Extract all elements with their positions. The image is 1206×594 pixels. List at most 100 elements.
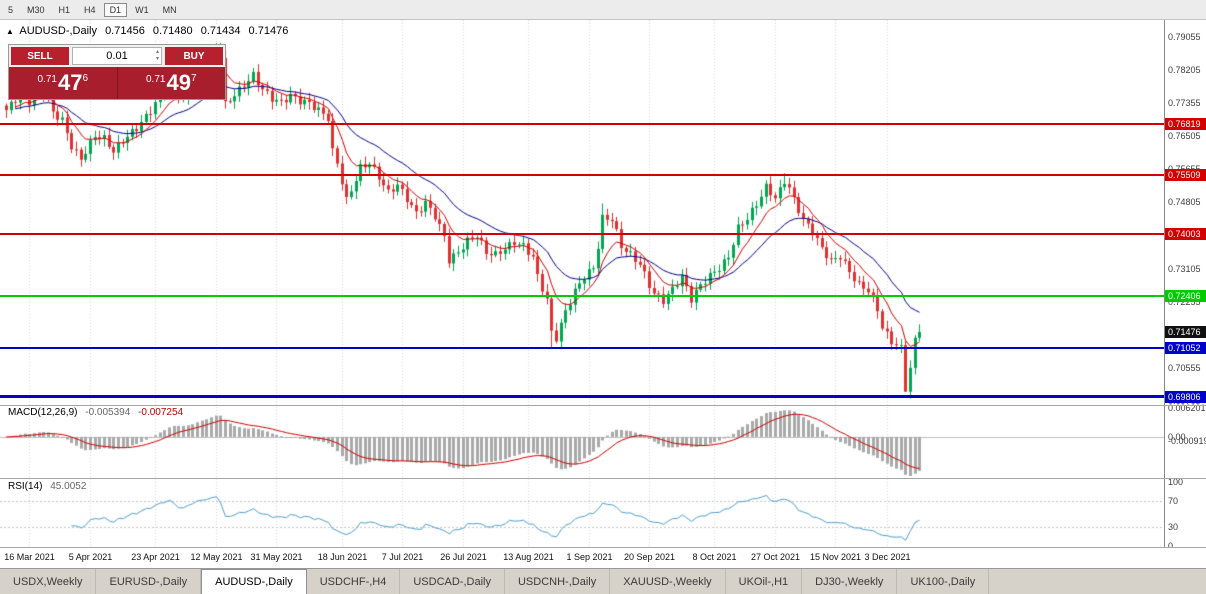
horizontal-line-0.71052[interactable] xyxy=(0,347,1164,349)
ohlc-low: 0.71434 xyxy=(200,25,241,37)
timeframe-toolbar: 5 M30 H1 H4 D1 W1 MN xyxy=(0,0,1206,20)
tab-xauusd-weekly[interactable]: XAUUSD-,Weekly xyxy=(610,569,726,594)
pane-separator xyxy=(0,547,1206,548)
horizontal-line-0.72406[interactable] xyxy=(0,295,1164,297)
hline-price-badge: 0.74003 xyxy=(1165,228,1206,240)
date-label: 5 Apr 2021 xyxy=(68,552,113,562)
trade-controls-row: SELL 0.01 ▴ ▾ BUY xyxy=(9,45,225,67)
tab-usdcnh-daily[interactable]: USDCNH-,Daily xyxy=(505,569,611,594)
sell-price-sup: 6 xyxy=(82,72,88,84)
volume-spinner: ▴ ▾ xyxy=(156,49,159,63)
volume-value: 0.01 xyxy=(106,50,128,62)
buy-price-big: 49 xyxy=(166,70,191,95)
hline-price-badge: 0.75509 xyxy=(1165,169,1206,181)
rsi-axis-label: 30 xyxy=(1168,522,1179,532)
timeframe-w1[interactable]: W1 xyxy=(135,4,149,15)
buy-button[interactable]: BUY xyxy=(165,47,223,65)
price-axis-label: 0.79055 xyxy=(1168,32,1201,42)
price-chart-canvas[interactable] xyxy=(0,20,1164,548)
rsi-axis-label: 70 xyxy=(1168,496,1179,506)
buy-price[interactable]: 0.71 49 7 xyxy=(118,67,226,99)
current-price-badge: 0.71476 xyxy=(1165,326,1206,338)
date-label: 7 Jul 2021 xyxy=(381,552,424,562)
sell-button[interactable]: SELL xyxy=(11,47,69,65)
pane-separator[interactable] xyxy=(0,405,1206,406)
date-label: 20 Sep 2021 xyxy=(623,552,676,562)
macd-axis-label: 0.00 xyxy=(1168,432,1186,442)
date-label: 15 Nov 2021 xyxy=(809,552,862,562)
tab-ukoil-h1[interactable]: UKOil-,H1 xyxy=(726,569,803,594)
timeframe-h1[interactable]: H1 xyxy=(58,4,71,15)
date-label: 27 Oct 2021 xyxy=(750,552,801,562)
date-label: 12 May 2021 xyxy=(190,552,243,562)
horizontal-line-0.69806[interactable] xyxy=(0,395,1164,398)
sell-price-big: 47 xyxy=(57,70,83,95)
sell-price[interactable]: 0.71 47 6 xyxy=(9,67,117,99)
volume-up-arrow-icon[interactable]: ▴ xyxy=(155,49,159,55)
macd-indicator-label: MACD(12,26,9) -0.005394 -0.007254 xyxy=(8,407,183,418)
pane-separator[interactable] xyxy=(0,478,1206,479)
rsi-indicator-label: RSI(14) 45.0052 xyxy=(8,481,86,492)
chart-header: ▲ AUDUSD-,Daily 0.71456 0.71480 0.71434 … xyxy=(6,25,293,37)
bid-ask-panel: 0.71 47 6 0.71 49 7 xyxy=(9,67,225,99)
hline-price-badge: 0.69806 xyxy=(1165,391,1206,403)
price-axis-label: 0.76505 xyxy=(1168,131,1201,141)
tab-audusd-daily[interactable]: AUDUSD-,Daily xyxy=(201,569,307,594)
date-label: 3 Dec 2021 xyxy=(864,552,911,562)
tab-usdx-weekly[interactable]: USDX,Weekly xyxy=(0,569,97,594)
price-axis-label: 0.70555 xyxy=(1168,363,1201,373)
ohlc-close: 0.71476 xyxy=(248,25,289,37)
macd-axis-label: 0.006201 xyxy=(1168,403,1206,413)
date-label: 13 Aug 2021 xyxy=(503,552,554,562)
buy-price-prefix: 0.71 xyxy=(145,73,166,85)
hline-price-badge: 0.76819 xyxy=(1165,118,1206,130)
chart-title: AUDUSD-,Daily xyxy=(19,25,97,37)
date-label: 18 Jun 2021 xyxy=(317,552,368,562)
date-axis: 16 Mar 2021 5 Apr 2021 23 Apr 2021 12 May 2… xyxy=(0,548,1206,568)
volume-input[interactable]: 0.01 ▴ ▾ xyxy=(72,47,162,65)
tab-usdcad-daily[interactable]: USDCAD-,Daily xyxy=(400,569,505,594)
price-axis-label: 0.72255 xyxy=(1168,297,1201,307)
tab-eurusd-daily[interactable]: EURUSD-,Daily xyxy=(96,569,202,594)
horizontal-lines-layer xyxy=(0,20,1164,548)
macd-main-value: -0.005394 xyxy=(85,407,131,418)
price-axis-label: 0.73105 xyxy=(1168,264,1201,274)
price-axis-label: 0.78205 xyxy=(1168,65,1201,75)
ohlc-high: 0.71480 xyxy=(152,25,193,37)
collapse-icon[interactable]: ▲ xyxy=(6,27,14,36)
date-label: 23 Apr 2021 xyxy=(131,552,180,562)
timeframe-5[interactable]: 5 xyxy=(8,4,14,15)
horizontal-line-0.75509[interactable] xyxy=(0,174,1164,176)
hline-price-badge: 0.71052 xyxy=(1165,342,1206,354)
rsi-axis-label: 0 xyxy=(1168,541,1174,551)
ohlc-open: 0.71456 xyxy=(105,25,145,37)
hline-price-badge: 0.72406 xyxy=(1165,290,1206,302)
timeframe-mn[interactable]: MN xyxy=(162,4,177,15)
timeframe-h4[interactable]: H4 xyxy=(84,4,96,15)
chart-tab-bar: USDX,Weekly EURUSD-,Daily AUDUSD-,Daily USD… xyxy=(0,568,1206,594)
tab-uk100-daily[interactable]: UK100-,Daily xyxy=(897,569,990,594)
rsi-name: RSI(14) xyxy=(8,481,43,492)
one-click-trading-widget: SELL 0.01 ▴ ▾ BUY 0.71 47 6 0.71 49 7 xyxy=(8,44,226,100)
date-label: 8 Oct 2021 xyxy=(692,552,737,562)
timeframe-m30[interactable]: M30 xyxy=(27,4,45,15)
macd-name: MACD(12,26,9) xyxy=(8,407,78,418)
sell-price-prefix: 0.71 xyxy=(37,73,57,85)
bid-ask-divider xyxy=(116,67,118,99)
price-axis-label: 0.74805 xyxy=(1168,197,1201,207)
date-label: 26 Jul 2021 xyxy=(440,552,487,562)
tab-dj30-weekly[interactable]: DJ30-,Weekly xyxy=(802,569,898,594)
timeframe-d1[interactable]: D1 xyxy=(103,2,128,17)
horizontal-line-0.74003[interactable] xyxy=(0,233,1164,235)
rsi-axis-label: 100 xyxy=(1168,477,1184,487)
price-axis: 0.790550.782050.773550.765050.756550.748… xyxy=(1164,20,1206,551)
rsi-value: 45.0052 xyxy=(50,481,87,492)
date-label: 31 May 2021 xyxy=(250,552,303,562)
volume-down-arrow-icon[interactable]: ▾ xyxy=(155,56,159,62)
tab-usdchf-h4[interactable]: USDCHF-,H4 xyxy=(307,569,401,594)
date-label: 1 Sep 2021 xyxy=(566,552,613,562)
macd-axis-label: -0.000919 xyxy=(1168,436,1206,446)
horizontal-line-0.76819[interactable] xyxy=(0,123,1164,125)
date-label: 16 Mar 2021 xyxy=(4,552,55,562)
